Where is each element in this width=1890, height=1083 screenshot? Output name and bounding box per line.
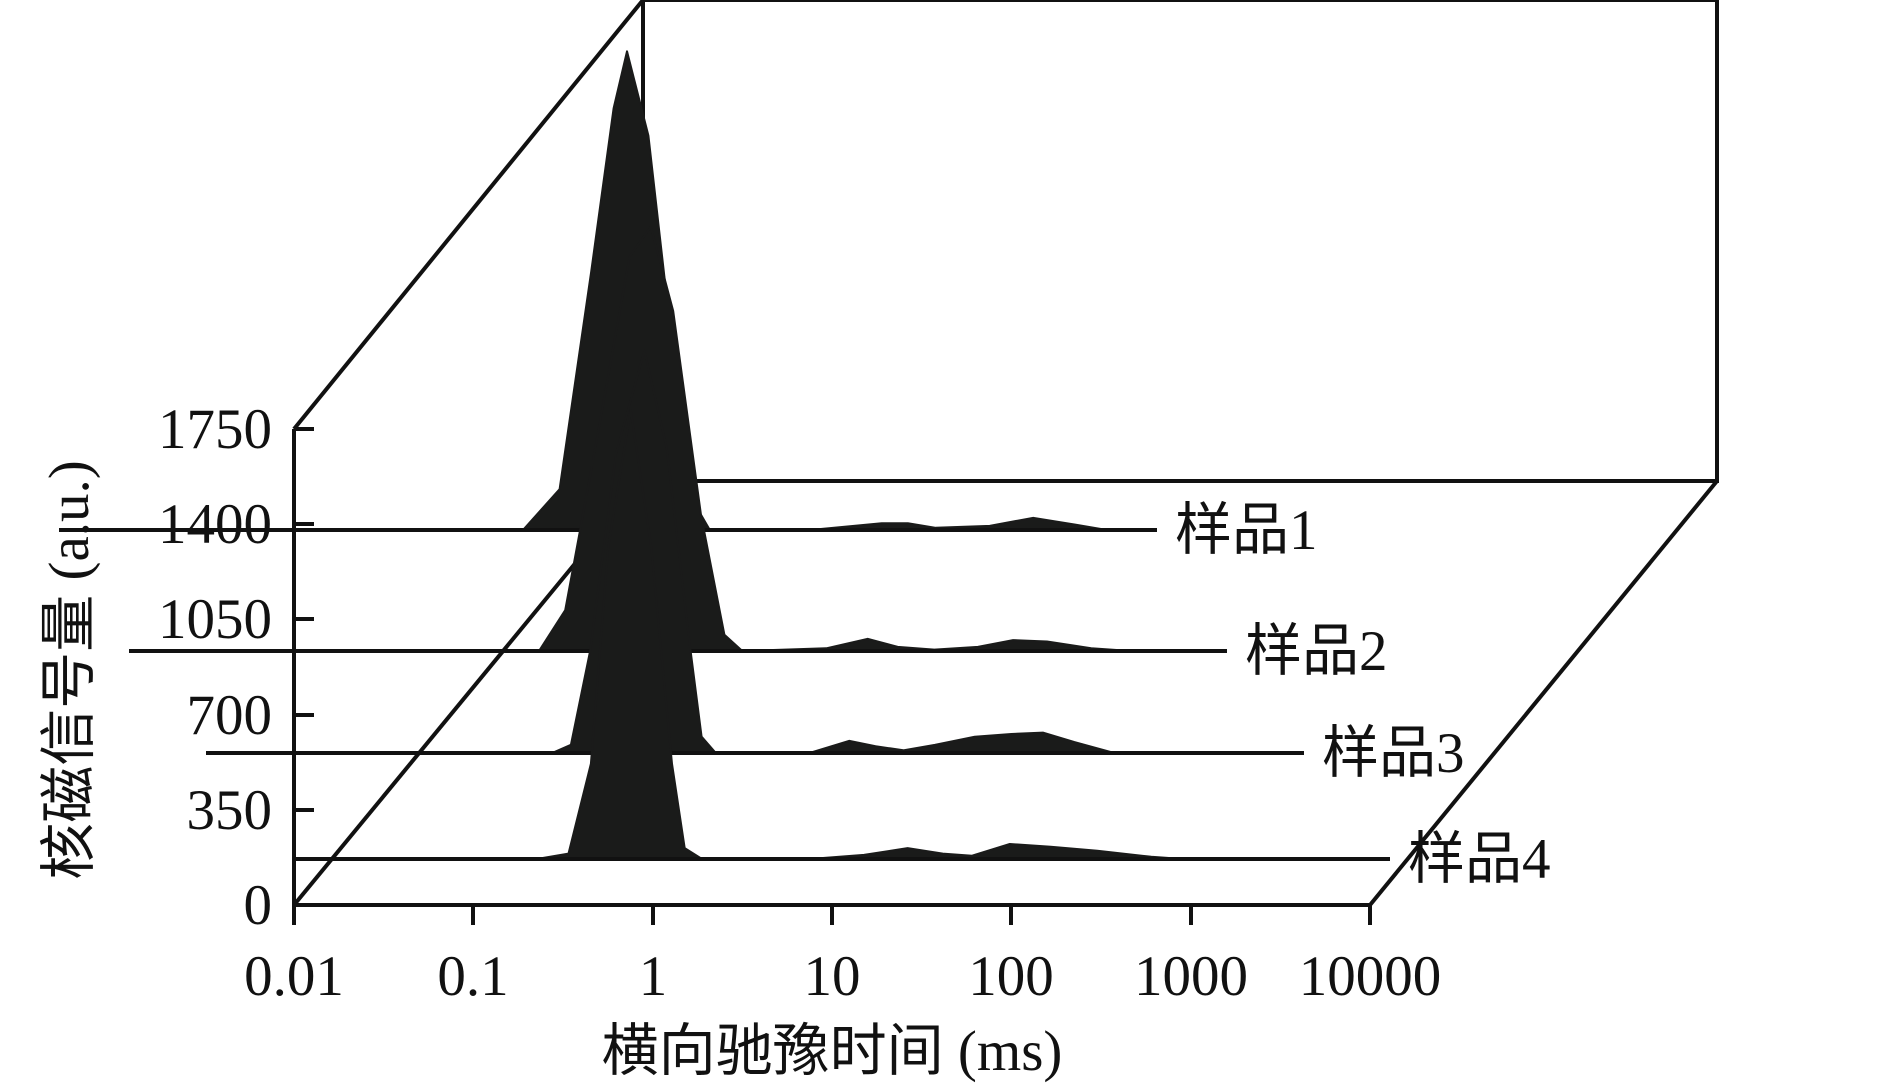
chart-frame	[292, 0, 1719, 907]
series-label: 样品4	[1408, 828, 1551, 891]
series-2: 样品3	[206, 349, 1465, 785]
x-tick-5: 1000	[1134, 905, 1248, 1008]
x-axis-title: 横向驰豫时间 (ms)	[602, 1020, 1063, 1083]
x-tick-label-5: 1000	[1134, 945, 1248, 1008]
x-tick-label-4: 100	[968, 945, 1054, 1008]
x-axis: 0.01 0.1 1 10 100 1000 10000	[244, 905, 1441, 1008]
series-3: 样品2	[129, 225, 1388, 683]
y-tick-label-5: 1750	[158, 398, 272, 461]
y-axis-title: 核磁信号量 (a.u.)	[38, 460, 101, 880]
x-tick-4: 100	[968, 905, 1054, 1008]
y-axis: 0 350 700 1050 1400 1750	[158, 398, 314, 937]
x-tick-label-3: 10	[804, 945, 861, 1008]
x-tick-label-2: 1	[639, 945, 668, 1008]
depth-line-top-left	[292, 0, 645, 431]
series-label: 样品1	[1175, 499, 1318, 562]
y-tick-0: 0	[244, 874, 314, 937]
y-tick-label-1: 350	[187, 779, 273, 842]
series-1: 样品4	[292, 409, 1551, 891]
x-tick-0: 0.01	[244, 905, 344, 1008]
y-tick-label-4: 1400	[158, 493, 272, 556]
y-tick-label-0: 0	[244, 874, 273, 937]
depth-line-floor-right	[1368, 479, 1719, 907]
x-tick-2: 1	[639, 905, 668, 1008]
series-area	[535, 409, 1184, 860]
x-tick-label-6: 10000	[1299, 945, 1442, 1008]
x-tick-3: 10	[804, 905, 861, 1008]
series-label: 样品2	[1245, 620, 1388, 683]
y-tick-5: 1750	[158, 398, 314, 461]
y-tick-label-3: 1050	[158, 588, 272, 651]
x-tick-1: 0.1	[437, 905, 509, 1008]
x-tick-6: 10000	[1299, 905, 1442, 1008]
series-area	[538, 225, 1132, 652]
y-tick-3: 1050	[158, 588, 314, 651]
y-tick-4: 1400	[158, 493, 314, 556]
x-tick-label-1: 0.1	[437, 945, 508, 1008]
y-tick-1: 350	[187, 779, 314, 842]
series-layer: 样品1 样品2 样品3 样品4	[59, 50, 1551, 891]
series-label: 样品3	[1322, 722, 1465, 785]
back-wall	[641, 0, 1719, 483]
y-tick-2: 700	[187, 684, 314, 747]
y-tick-label-2: 700	[187, 684, 273, 747]
x-tick-label-0: 0.01	[244, 945, 344, 1008]
